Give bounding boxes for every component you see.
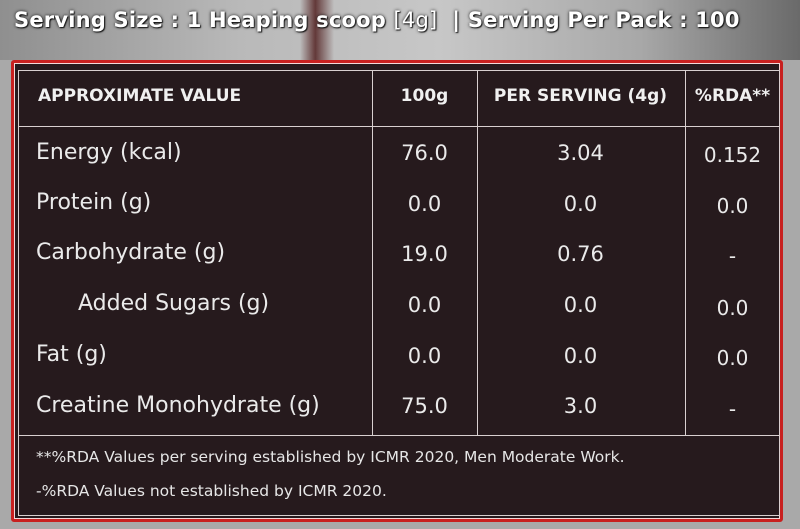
separator: | — [452, 8, 461, 32]
nutrition-table — [18, 70, 780, 436]
footnote-rda-established: **%RDA Values per serving established by… — [36, 448, 625, 466]
cell-per-serving: 0.0 — [563, 293, 598, 317]
background-streak — [300, 0, 334, 60]
serving-size-unit: [4g] — [393, 8, 438, 32]
cell-rda: 0.0 — [716, 346, 749, 370]
cell-per-serving: 3.04 — [557, 141, 604, 165]
serving-per-pack-text: Serving Per Pack : 100 — [467, 8, 740, 32]
column-divider — [477, 70, 478, 436]
cell-rda: - — [728, 397, 737, 421]
column-header-rda: %RDA** — [694, 86, 771, 106]
cell-100g: 76.0 — [401, 141, 448, 165]
header-divider — [18, 126, 780, 127]
nutrition-panel — [11, 60, 783, 522]
row-label-added-sugars: Added Sugars (g) — [78, 291, 270, 316]
cell-100g: 0.0 — [407, 344, 442, 368]
footnote-rda-not-established: -%RDA Values not established by ICMR 202… — [36, 482, 387, 500]
column-header-100g: 100g — [400, 86, 449, 106]
cell-rda: 0.152 — [703, 143, 762, 167]
cell-per-serving: 0.76 — [557, 242, 604, 266]
row-label-fat: Fat (g) — [36, 342, 107, 367]
cell-rda: - — [728, 244, 737, 268]
background-strip — [0, 0, 800, 60]
row-label-energy: Energy (kcal) — [36, 140, 182, 165]
cell-100g: 19.0 — [401, 242, 448, 266]
column-header-approx-value: APPROXIMATE VALUE — [38, 86, 242, 106]
row-label-protein: Protein (g) — [36, 190, 152, 215]
cell-100g: 0.0 — [407, 192, 442, 216]
cell-per-serving: 0.0 — [563, 344, 598, 368]
cell-100g: 0.0 — [407, 293, 442, 317]
column-divider — [372, 70, 373, 436]
serving-info-line: Serving Size : 1 Heaping scoop [4g] | Se… — [14, 8, 794, 32]
row-label-creatine: Creatine Monohydrate (g) — [36, 393, 320, 418]
row-label-carbohydrate: Carbohydrate (g) — [36, 240, 226, 265]
serving-size-text: Serving Size : 1 Heaping scoop — [14, 8, 394, 32]
cell-per-serving: 0.0 — [563, 192, 598, 216]
cell-100g: 75.0 — [401, 394, 448, 418]
column-divider — [685, 70, 686, 436]
column-header-per-serving: PER SERVING (4g) — [493, 86, 668, 106]
footnote-box — [18, 436, 780, 516]
cell-rda: 0.0 — [716, 194, 749, 218]
cell-per-serving: 3.0 — [563, 394, 598, 418]
cell-rda: 0.0 — [716, 296, 749, 320]
